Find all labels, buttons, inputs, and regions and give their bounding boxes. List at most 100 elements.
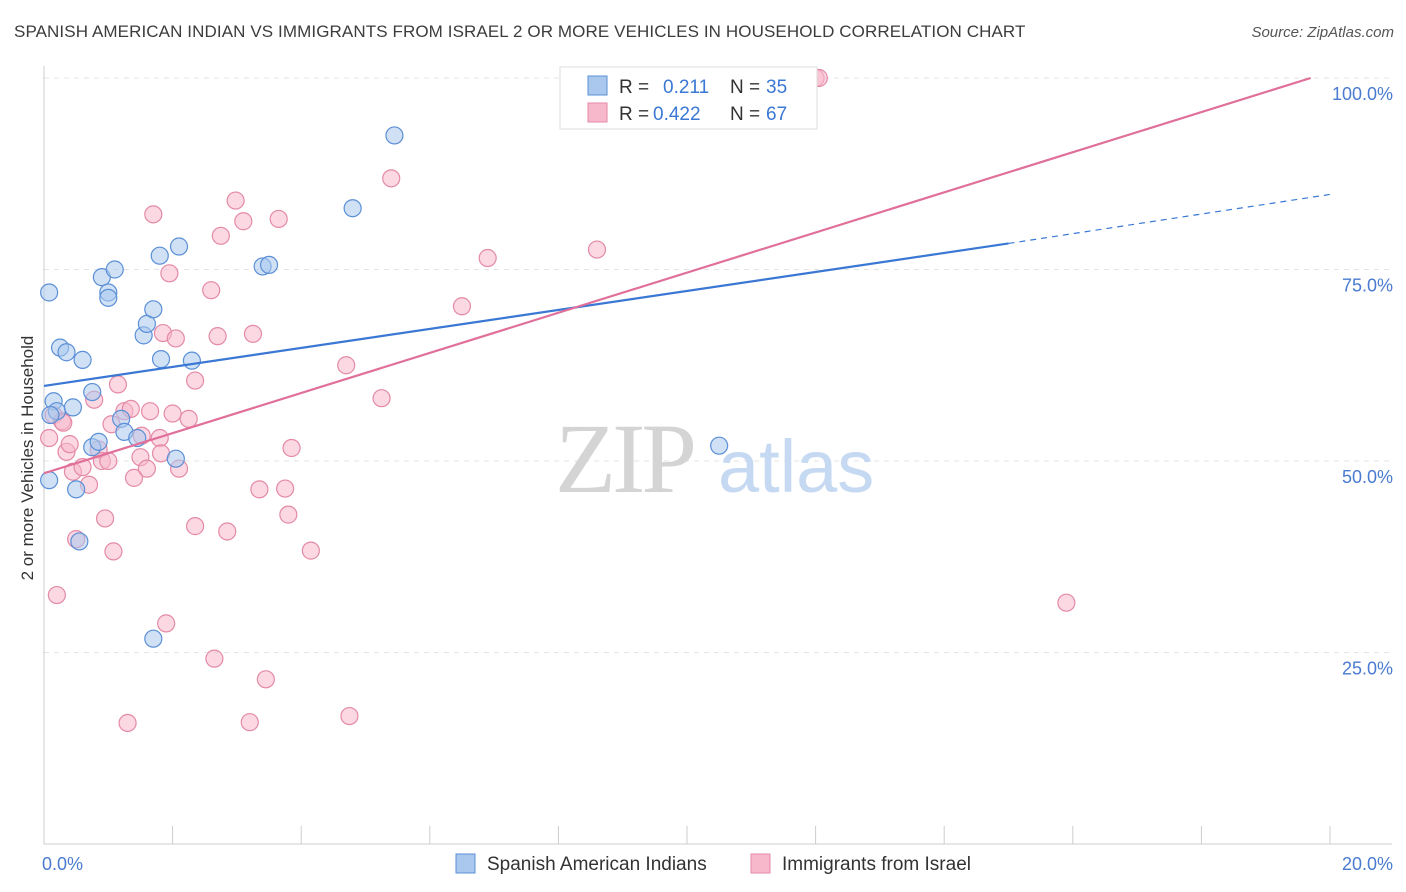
data-point-immigrants-from-israel — [587, 240, 607, 259]
legend-n-value-2: 67 — [766, 104, 787, 125]
watermark-atlas: atlas — [718, 425, 874, 508]
data-point-immigrants-from-israel — [160, 264, 179, 283]
data-point-spanish-american-indians — [63, 398, 83, 417]
data-point-spanish-american-indians — [144, 300, 163, 319]
data-point-immigrants-from-israel — [144, 205, 163, 224]
data-point-immigrants-from-israel — [269, 209, 288, 229]
series-legend: Spanish American Indians Immigrants from… — [455, 853, 971, 875]
data-point-immigrants-from-israel — [301, 541, 320, 560]
data-point-immigrants-from-israel — [211, 226, 230, 245]
data-point-immigrants-from-israel — [218, 522, 237, 541]
data-point-immigrants-from-israel — [205, 649, 224, 668]
data-point-immigrants-from-israel — [163, 404, 182, 423]
legend-swatch-blue — [587, 75, 608, 96]
data-point-spanish-american-indians — [99, 288, 118, 307]
legend-swatch-pink — [587, 102, 608, 123]
trend-line-extension-spanish-american-indians — [1008, 193, 1331, 245]
data-point-spanish-american-indians — [89, 432, 108, 451]
data-point-spanish-american-indians — [83, 382, 102, 402]
data-point-spanish-american-indians — [343, 199, 362, 218]
data-point-spanish-american-indians — [40, 283, 59, 302]
gridlines — [44, 77, 1392, 653]
trend-lines — [43, 76, 1331, 475]
data-point-immigrants-from-israel — [1057, 593, 1076, 612]
legend-n-label-2: N = — [730, 104, 760, 125]
data-point-immigrants-from-israel — [108, 375, 128, 394]
y-tick-label: 100.0% — [1332, 84, 1393, 104]
series-immigrants-from-israel-points — [40, 68, 1076, 733]
trend-line-immigrants-from-israel — [43, 76, 1312, 475]
data-point-immigrants-from-israel — [179, 409, 198, 428]
data-point-immigrants-from-israel — [243, 324, 263, 343]
data-point-spanish-american-indians — [151, 350, 171, 369]
data-point-immigrants-from-israel — [282, 438, 301, 458]
watermark-zip: ZIP — [555, 403, 693, 514]
legend-r-label-2: R = — [619, 104, 649, 125]
data-point-spanish-american-indians — [259, 255, 279, 275]
data-point-immigrants-from-israel — [60, 435, 79, 454]
data-point-spanish-american-indians — [57, 343, 76, 362]
data-point-immigrants-from-israel — [95, 509, 115, 528]
data-point-immigrants-from-israel — [202, 281, 221, 300]
data-point-spanish-american-indians — [169, 237, 189, 256]
data-point-immigrants-from-israel — [124, 468, 144, 487]
data-point-immigrants-from-israel — [382, 169, 401, 188]
series-spanish-american-indians-points — [40, 126, 729, 648]
y-tick-labels: 25.0% 50.0% 75.0% 100.0% — [1332, 84, 1393, 679]
series-legend-label-blue: Spanish American Indians — [487, 854, 707, 875]
data-point-immigrants-from-israel — [452, 297, 472, 316]
data-point-immigrants-from-israel — [118, 713, 137, 733]
legend-n-label-1: N = — [730, 77, 760, 98]
data-point-immigrants-from-israel — [104, 542, 123, 561]
legend-r-label-1: R = — [619, 77, 649, 98]
legend-r-value-2: 0.422 — [653, 104, 701, 125]
data-point-immigrants-from-israel — [186, 371, 205, 390]
y-tick-label: 75.0% — [1342, 276, 1393, 296]
series-legend-swatch-pink — [750, 853, 771, 874]
data-point-immigrants-from-israel — [340, 706, 359, 726]
data-point-spanish-american-indians — [385, 126, 404, 145]
correlation-legend: R = 0.211 N = 35 R = 0.422 N = 67 — [559, 66, 818, 130]
chart-title: SPANISH AMERICAN INDIAN VS IMMIGRANTS FR… — [14, 22, 1026, 41]
data-point-spanish-american-indians — [182, 351, 201, 370]
x-tick-labels: 0.0% 20.0% — [42, 854, 1393, 874]
data-point-immigrants-from-israel — [240, 713, 259, 732]
data-point-spanish-american-indians — [150, 246, 169, 265]
y-axis-label: 2 or more Vehicles in Household — [18, 336, 37, 581]
source-label: Source: ZipAtlas.com — [1251, 24, 1394, 41]
data-point-spanish-american-indians — [166, 449, 185, 468]
data-point-spanish-american-indians — [41, 405, 60, 425]
data-point-immigrants-from-israel — [279, 505, 298, 524]
data-point-spanish-american-indians — [710, 436, 729, 455]
axes — [43, 66, 1392, 845]
data-point-immigrants-from-israel — [140, 402, 160, 421]
data-point-immigrants-from-israel — [186, 517, 205, 536]
legend-r-value-1: 0.211 — [663, 77, 709, 98]
data-point-immigrants-from-israel — [250, 480, 269, 499]
data-point-spanish-american-indians — [105, 260, 124, 279]
trend-line-spanish-american-indians — [43, 242, 1009, 388]
legend-n-value-1: 35 — [766, 77, 787, 98]
y-tick-label: 50.0% — [1342, 467, 1393, 487]
data-point-spanish-american-indians — [73, 350, 92, 369]
series-legend-label-pink: Immigrants from Israel — [782, 854, 971, 875]
data-point-immigrants-from-israel — [337, 356, 356, 375]
data-point-immigrants-from-israel — [40, 428, 59, 448]
data-point-immigrants-from-israel — [478, 248, 497, 268]
data-point-immigrants-from-israel — [47, 585, 66, 605]
data-point-immigrants-from-israel — [226, 191, 245, 210]
data-point-immigrants-from-israel — [166, 329, 185, 348]
data-point-spanish-american-indians — [144, 629, 163, 648]
data-point-immigrants-from-israel — [157, 614, 176, 633]
x-tick-label: 0.0% — [42, 854, 83, 874]
data-point-immigrants-from-israel — [276, 479, 295, 498]
series-legend-swatch-blue — [455, 853, 476, 874]
data-point-spanish-american-indians — [67, 480, 86, 499]
data-point-immigrants-from-israel — [208, 327, 227, 346]
data-point-immigrants-from-israel — [372, 389, 391, 408]
data-point-immigrants-from-israel — [256, 670, 275, 689]
data-point-immigrants-from-israel — [137, 459, 156, 478]
y-tick-label: 25.0% — [1342, 659, 1393, 679]
data-point-spanish-american-indians — [70, 532, 89, 551]
